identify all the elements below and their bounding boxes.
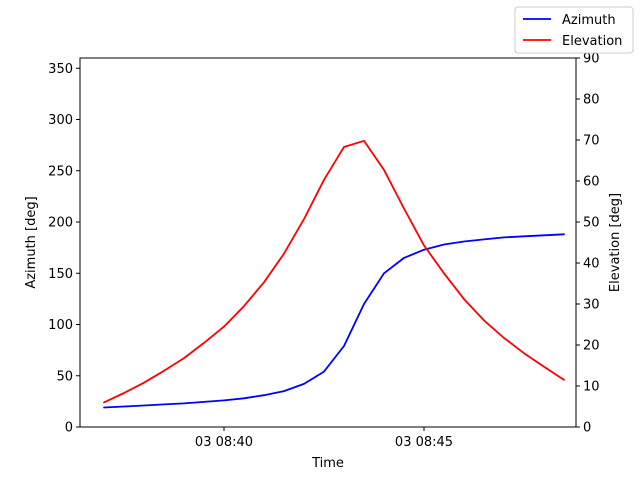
y-right-tick-label: 40 [583, 257, 600, 272]
y-left-tick-label: 50 [56, 369, 73, 384]
series-line-elevation [103, 139, 565, 404]
x-axis-label: Time [311, 456, 344, 471]
y-left-axis-label: Azimuth [deg] [24, 196, 39, 288]
legend-label-elevation: Elevation [562, 34, 622, 49]
x-ticks: 03 08:40 03 08:45 [195, 427, 453, 450]
plot-frame [79, 57, 577, 428]
x-tick-label: 03 08:40 [195, 435, 253, 450]
y-left-tick-label: 150 [48, 267, 73, 282]
x-tick-label: 03 08:45 [395, 435, 453, 450]
y-right-tick-label: 90 [583, 52, 600, 67]
y-right-tick-label: 50 [583, 216, 600, 231]
plot-area [80, 58, 576, 427]
y-left-tick-label: 350 [48, 62, 73, 77]
y-left-tick-label: 200 [48, 216, 73, 231]
legend: Azimuth Elevation [514, 6, 634, 54]
y-right-tick-label: 60 [583, 175, 600, 190]
y-right-tick-label: 80 [583, 93, 600, 108]
y-right-tick-label: 70 [583, 134, 600, 149]
y-left-tick-label: 0 [65, 421, 73, 436]
y-right-tick-label: 0 [583, 421, 591, 436]
y-left-tick-label: 300 [48, 113, 73, 128]
y-right-axis-label: Elevation [deg] [608, 193, 623, 292]
y-right-tick-label: 30 [583, 298, 600, 313]
y-left-tick-label: 250 [48, 164, 73, 179]
y-right-ticks: 0 10 20 30 40 50 60 70 80 90 [576, 52, 600, 436]
y-left-tick-label: 100 [48, 318, 73, 333]
series-lines [103, 139, 565, 409]
y-right-tick-label: 20 [583, 339, 600, 354]
y-left-ticks: 0 50 100 150 200 250 300 350 [48, 62, 80, 436]
y-right-tick-label: 10 [583, 380, 600, 395]
series-line-azimuth [103, 233, 565, 409]
legend-label-azimuth: Azimuth [562, 13, 616, 28]
